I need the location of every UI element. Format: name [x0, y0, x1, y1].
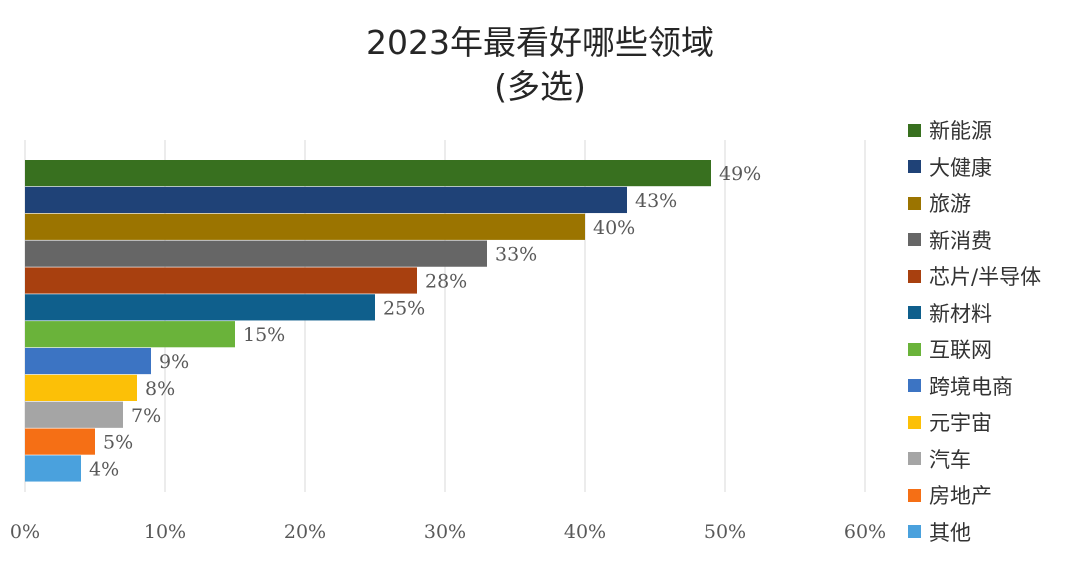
bar: [25, 267, 417, 294]
legend-label: 新能源: [929, 119, 992, 144]
legend-label: 旅游: [929, 192, 971, 217]
legend-swatch: [908, 379, 921, 393]
legend-label: 元宇宙: [929, 411, 992, 436]
data-label: 49%: [719, 163, 761, 185]
bar: [25, 213, 585, 240]
x-tick-label: 50%: [704, 521, 746, 543]
legend-item: 跨境电商: [908, 368, 1078, 405]
bar: [25, 347, 151, 375]
legend-item: 旅游: [908, 185, 1078, 222]
legend-label: 芯片/半导体: [929, 265, 1042, 290]
x-tick-label: 10%: [144, 521, 186, 543]
legend-swatch: [908, 342, 921, 356]
bar: [25, 186, 627, 214]
legend-label: 跨境电商: [929, 374, 1013, 399]
legend-swatch: [908, 488, 921, 502]
data-label: 25%: [383, 297, 425, 319]
bar: [25, 374, 137, 401]
x-tick-label: 30%: [424, 521, 466, 543]
chart-subtitle: (多选): [494, 67, 586, 106]
legend-item: 汽车: [908, 441, 1078, 478]
legend-label: 房地产: [929, 484, 992, 509]
data-label: 28%: [425, 271, 467, 293]
legend-swatch: [908, 160, 921, 174]
legend-swatch: [908, 525, 921, 539]
bar: [25, 294, 375, 321]
legend-item: 大健康: [908, 149, 1078, 186]
data-label: 5%: [103, 432, 133, 454]
bar: [25, 160, 711, 187]
legend-swatch: [908, 123, 921, 137]
chart-title: 2023年最看好哪些领域: [366, 23, 714, 62]
legend-swatch: [908, 306, 921, 320]
x-tick-label: 0%: [10, 521, 40, 543]
legend-label: 互联网: [929, 338, 992, 363]
data-label: 9%: [159, 351, 189, 373]
data-label: 15%: [243, 324, 285, 346]
legend-item: 元宇宙: [908, 404, 1078, 441]
legend-swatch: [908, 415, 921, 429]
chart-legend: 新能源大健康旅游新消费芯片/半导体 新材料互联网跨境电商元宇宙汽车房地产其他: [908, 112, 1078, 550]
legend-item: 新消费: [908, 222, 1078, 259]
legend-item: 房地产: [908, 477, 1078, 514]
legend-label: 汽车: [929, 447, 971, 472]
data-label: 33%: [495, 244, 537, 266]
data-label: 7%: [131, 405, 161, 427]
legend-swatch: [908, 196, 921, 210]
legend-swatch: [908, 269, 921, 283]
bar: [25, 428, 95, 455]
legend-label: 新消费: [929, 228, 992, 253]
bar: [25, 401, 123, 428]
data-label: 4%: [89, 458, 119, 480]
x-tick-label: 40%: [564, 521, 606, 543]
data-label: 8%: [145, 378, 175, 400]
legend-item: 芯片/半导体: [908, 258, 1078, 295]
legend-swatch: [908, 452, 921, 466]
legend-label: 大健康: [929, 155, 992, 180]
data-label: 43%: [635, 190, 677, 212]
legend-item: 新能源: [908, 112, 1078, 149]
legend-item: 互联网: [908, 331, 1078, 368]
x-tick-label: 20%: [284, 521, 326, 543]
legend-label: 新材料: [929, 301, 992, 326]
bar: [25, 321, 235, 348]
data-label: 40%: [593, 217, 635, 239]
x-tick-label: 60%: [844, 521, 886, 543]
legend-item: 其他: [908, 514, 1078, 551]
bar: [25, 455, 81, 482]
legend-label: 其他: [929, 520, 971, 545]
legend-item: 新材料: [908, 295, 1078, 332]
legend-swatch: [908, 233, 921, 247]
bar: [25, 240, 487, 267]
